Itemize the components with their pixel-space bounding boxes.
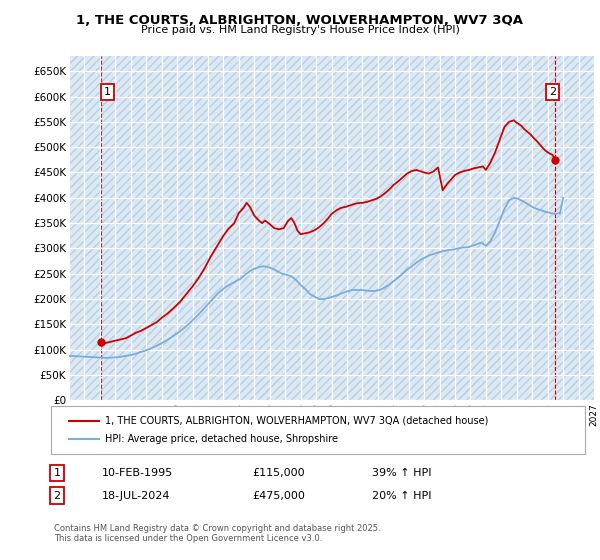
Text: Price paid vs. HM Land Registry's House Price Index (HPI): Price paid vs. HM Land Registry's House … [140,25,460,35]
Text: 2: 2 [549,87,556,97]
Text: 1, THE COURTS, ALBRIGHTON, WOLVERHAMPTON, WV7 3QA: 1, THE COURTS, ALBRIGHTON, WOLVERHAMPTON… [77,14,523,27]
Text: Contains HM Land Registry data © Crown copyright and database right 2025.
This d: Contains HM Land Registry data © Crown c… [54,524,380,543]
Text: £115,000: £115,000 [252,468,305,478]
Text: 1: 1 [104,87,111,97]
Text: 39% ↑ HPI: 39% ↑ HPI [372,468,431,478]
Text: HPI: Average price, detached house, Shropshire: HPI: Average price, detached house, Shro… [105,434,338,444]
Text: 1, THE COURTS, ALBRIGHTON, WOLVERHAMPTON, WV7 3QA (detached house): 1, THE COURTS, ALBRIGHTON, WOLVERHAMPTON… [105,416,488,426]
Text: 2: 2 [53,491,61,501]
Text: 18-JUL-2024: 18-JUL-2024 [102,491,170,501]
Text: 1: 1 [53,468,61,478]
Text: 20% ↑ HPI: 20% ↑ HPI [372,491,431,501]
Text: £475,000: £475,000 [252,491,305,501]
Text: 10-FEB-1995: 10-FEB-1995 [102,468,173,478]
